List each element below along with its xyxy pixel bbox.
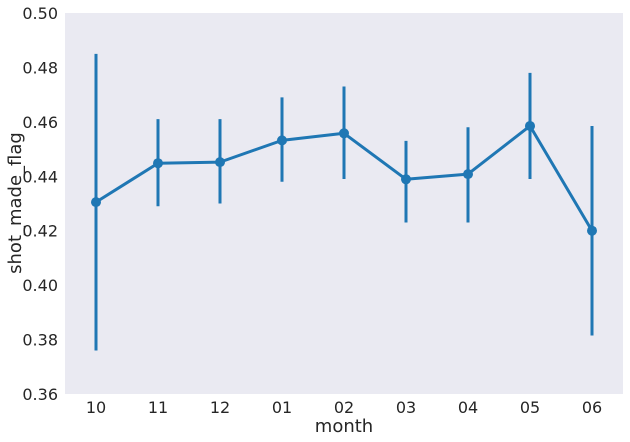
y-tick-label: 0.42	[22, 222, 58, 241]
x-tick-label: 03	[396, 398, 416, 417]
data-point	[463, 169, 473, 180]
x-tick-label: 01	[272, 398, 292, 417]
x-tick-label: 10	[86, 398, 106, 417]
x-tick-label: 05	[520, 398, 540, 417]
x-axis-tick-labels: 10 11 12 01 02 03 04 05 06	[86, 398, 602, 417]
y-tick-label: 0.46	[22, 113, 58, 132]
y-axis-tick-labels: 0.36 0.38 0.40 0.42 0.44 0.46 0.48 0.50	[22, 4, 58, 404]
y-axis-label: shot_made_flag	[5, 132, 26, 274]
data-point	[339, 128, 349, 139]
plot-area-background	[65, 13, 623, 394]
x-tick-label: 11	[148, 398, 168, 417]
y-tick-label: 0.50	[22, 4, 58, 23]
y-tick-label: 0.48	[22, 58, 58, 77]
y-tick-label: 0.38	[22, 331, 58, 350]
y-tick-label: 0.44	[22, 167, 58, 186]
y-tick-label: 0.36	[22, 385, 58, 404]
data-point	[215, 157, 225, 168]
data-point	[401, 174, 411, 185]
x-tick-label: 12	[210, 398, 230, 417]
x-tick-label: 04	[458, 398, 478, 417]
y-tick-label: 0.40	[22, 276, 58, 295]
data-point	[277, 135, 287, 146]
data-point	[525, 120, 535, 131]
data-point	[153, 158, 163, 169]
x-tick-label: 02	[334, 398, 354, 417]
data-point	[91, 197, 101, 208]
data-points	[91, 120, 597, 236]
x-axis-label: month	[315, 416, 373, 437]
x-tick-label: 06	[582, 398, 602, 417]
data-point	[587, 225, 597, 236]
